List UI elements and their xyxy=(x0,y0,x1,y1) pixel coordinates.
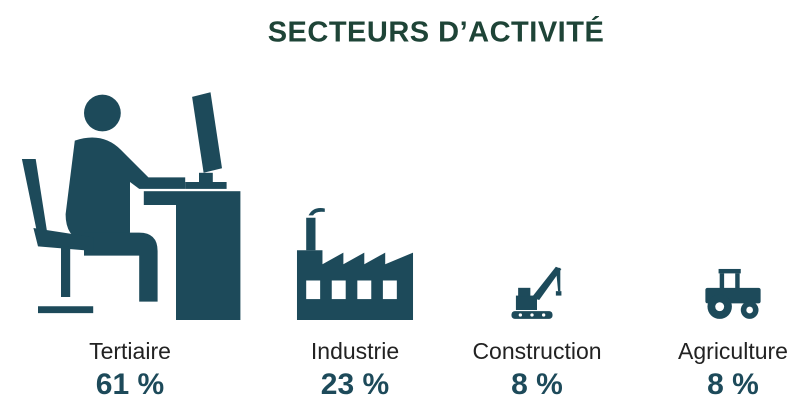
value-label: 8 % xyxy=(707,368,759,401)
value-label: 23 % xyxy=(321,368,389,401)
category-label: Tertiaire xyxy=(89,338,171,364)
chart-title: SECTEURS D’ACTIVITÉ xyxy=(268,15,605,49)
category-label: Agriculture xyxy=(678,338,788,364)
value-label: 8 % xyxy=(511,368,563,401)
pictogram-icon xyxy=(705,268,761,319)
category-label: Construction xyxy=(472,338,601,364)
value-label: 61 % xyxy=(96,368,164,401)
category-label: Industrie xyxy=(311,338,399,364)
pictogram-icon xyxy=(21,92,241,320)
pictogram-icon xyxy=(296,207,414,320)
pictogram-icon xyxy=(511,266,562,319)
